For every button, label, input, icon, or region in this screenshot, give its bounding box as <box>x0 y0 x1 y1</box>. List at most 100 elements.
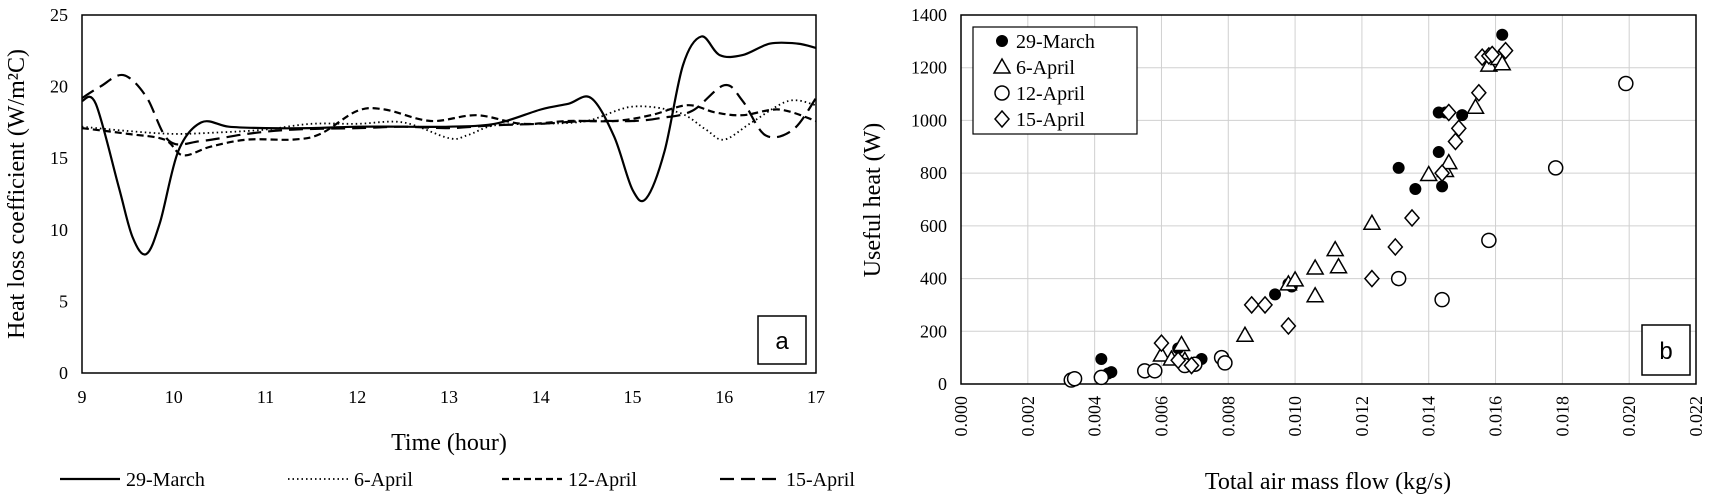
point-15-april <box>1170 351 1187 370</box>
point-29-march <box>1496 28 1509 41</box>
panel-b-plot-area <box>960 14 1697 385</box>
panel-a-x-tick-label: 10 <box>165 387 183 407</box>
point-12-april <box>1390 270 1407 287</box>
point-12-april <box>1618 75 1634 92</box>
panel-b-label-box <box>1641 324 1691 376</box>
panel-a-y-tick-label: 5 <box>59 291 68 311</box>
panel-a-plot-area <box>81 14 817 374</box>
panel-a-x-tick-label: 16 <box>715 387 733 407</box>
panel-b-y-tick-label: 0 <box>938 374 947 394</box>
series-line-15-april <box>81 73 817 146</box>
point-6-april <box>1329 257 1348 274</box>
point-15-april <box>1497 41 1514 60</box>
panel-a-y-tick-label: 20 <box>50 77 68 97</box>
panel-a-y-tick-label: 0 <box>59 363 68 383</box>
point-15-april <box>1153 334 1170 353</box>
panel-b-x-tick-label: 0.010 <box>1285 396 1305 437</box>
panel-b-y-tick-labels: 0 200 400 600 800 1000 1200 1400 <box>911 5 947 394</box>
panel-b-y-tick-label: 600 <box>920 216 947 236</box>
panel-a-x-tick-label: 9 <box>78 387 87 407</box>
point-15-april <box>1363 269 1380 288</box>
point-15-april <box>1257 295 1274 315</box>
point-6-april <box>1325 240 1345 257</box>
point-6-april <box>1466 97 1485 114</box>
panel-a-x-tick-label: 17 <box>807 387 825 407</box>
legend-label-12-april: 12-April <box>568 469 637 491</box>
point-29-march <box>1432 146 1445 159</box>
point-12-april <box>1547 160 1564 176</box>
panel-a-x-tick-labels: 9 10 11 12 13 14 15 16 17 <box>78 387 826 407</box>
panel-a-label-box <box>757 315 807 365</box>
panel-a-y-tick-labels: 0 5 10 15 20 25 <box>50 5 68 383</box>
panel-b-x-tick-labels: 0.000 0.002 0.004 0.006 0.008 0.010 0.012 0.014… <box>951 396 1706 437</box>
legend-marker-29-march <box>996 35 1008 47</box>
panel-a-y-tick-label: 15 <box>50 148 68 168</box>
point-12-april <box>1066 370 1083 387</box>
point-29-march <box>1409 182 1422 195</box>
point-15-april <box>1447 132 1464 151</box>
panel-b-y-tick-label: 400 <box>920 269 947 289</box>
panel-b-x-tick-label: 0.006 <box>1152 396 1172 437</box>
point-12-april <box>1093 369 1110 386</box>
point-29-march <box>1456 109 1469 122</box>
point-6-april <box>1492 54 1512 71</box>
point-15-april <box>1450 119 1467 138</box>
panel-b-x-tick-label: 0.002 <box>1018 396 1038 437</box>
panel-a-x-axis-title: Time (hour) <box>391 430 507 456</box>
legend-marker-6-april <box>992 57 1012 74</box>
panel-a-x-tick-label: 11 <box>257 387 274 407</box>
panel-a-series-lines <box>81 35 817 256</box>
legend-label-29-march: 29-March <box>1016 31 1095 53</box>
point-6-april <box>1439 153 1459 170</box>
legend-marker-15-april <box>994 109 1010 129</box>
panel-b-legend: 29-March 6-April 12-April 15-April <box>992 31 1095 131</box>
point-6-april <box>1152 345 1171 362</box>
point-6-april <box>1362 213 1382 230</box>
series-line-12-april <box>81 104 817 157</box>
point-29-march <box>1095 352 1108 365</box>
point-6-april <box>1172 334 1191 352</box>
point-29-march <box>1436 180 1449 193</box>
point-15-april <box>1183 356 1200 375</box>
panel-a-y-tick-label: 25 <box>50 5 68 25</box>
point-6-april <box>1419 164 1439 182</box>
panel-b-scatter-points <box>1063 28 1634 388</box>
point-6-april <box>1305 286 1325 303</box>
panel-b-x-tick-label: 0.016 <box>1486 396 1506 437</box>
point-6-april <box>1285 270 1305 287</box>
panel-b-y-tick-label: 1200 <box>911 58 947 78</box>
panel-a-x-tick-label: 15 <box>624 387 642 407</box>
point-12-april <box>1147 363 1163 379</box>
panel-b-y-tick-label: 1000 <box>911 110 947 130</box>
point-15-april <box>1404 208 1421 228</box>
panel-a-legend: 29-March 6-April 12-April 15-April <box>60 469 855 491</box>
legend-label-15-april: 15-April <box>786 469 855 491</box>
series-line-6-april <box>81 99 817 141</box>
legend-label-29-march: 29-March <box>126 469 205 491</box>
point-12-april <box>1434 291 1450 308</box>
legend-label-12-april: 12-April <box>1016 83 1085 105</box>
panel-b-x-tick-label: 0.022 <box>1686 396 1706 437</box>
point-15-april <box>1243 295 1260 315</box>
panel-b-x-tick-label: 0.018 <box>1552 396 1572 437</box>
panel-b-chart: 0 200 400 600 800 1000 1200 1400 0.000 0.002 0.00… <box>860 5 1706 495</box>
panel-a-x-tick-label: 12 <box>348 387 366 407</box>
panel-b-x-tick-label: 0.000 <box>951 396 971 437</box>
point-29-march <box>1269 288 1282 301</box>
panel-b-y-tick-label: 1400 <box>911 5 947 25</box>
point-15-april <box>1470 83 1487 102</box>
panel-b-y-tick-label: 200 <box>920 321 947 341</box>
panel-b-x-axis-title: Total air mass flow (kg/s) <box>1205 469 1451 495</box>
panel-a-x-tick-label: 13 <box>440 387 458 407</box>
point-6-april <box>1305 258 1325 275</box>
panel-b-y-tick-label: 800 <box>920 163 947 183</box>
series-line-29-march <box>81 35 817 256</box>
panel-a-label: a <box>775 328 789 355</box>
panel-b-label: b <box>1659 338 1672 365</box>
panel-a-y-axis-title: Heat loss coefficient (W/m²C) <box>4 49 30 339</box>
panel-a-y-tick-label: 10 <box>50 220 68 240</box>
panel-b-x-tick-label: 0.020 <box>1619 396 1639 437</box>
legend-marker-12-april <box>994 85 1010 101</box>
point-6-april <box>1235 325 1255 342</box>
